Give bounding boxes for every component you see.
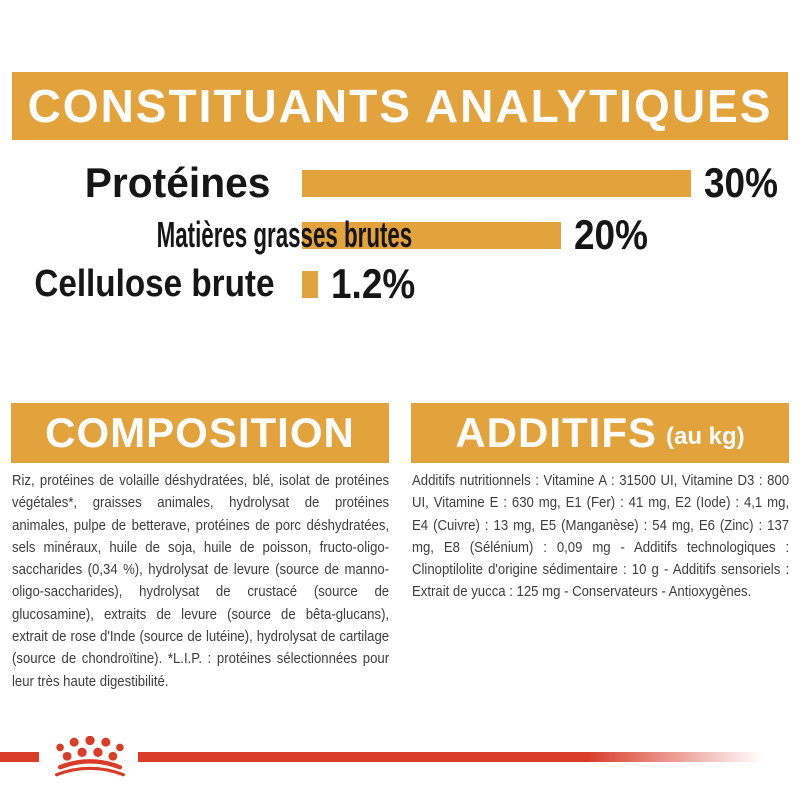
nutrition-bar-chart: Protéines 30% Matières grasses brutes 20… bbox=[0, 0, 800, 320]
composition-heading: COMPOSITION bbox=[45, 409, 355, 456]
chart-row: Cellulose brute 1.2% bbox=[0, 260, 800, 307]
footer-divider-right bbox=[138, 752, 763, 762]
chart-bar bbox=[302, 270, 318, 298]
composition-section: Riz, protéines de volaille déshydratées,… bbox=[12, 470, 389, 693]
royal-canin-crown-icon bbox=[54, 736, 126, 777]
chart-category-label: Cellulose brute bbox=[34, 262, 275, 305]
chart-row: Protéines 30% bbox=[0, 159, 800, 206]
footer-divider-left bbox=[0, 752, 39, 762]
chart-bar bbox=[302, 169, 691, 197]
chart-row: Matières grasses brutes 20% bbox=[0, 211, 800, 258]
analytical-constituents-title: CONSTITUANTS ANALYTIQUES bbox=[27, 80, 773, 132]
additifs-banner: ADDITIFS (au kg) bbox=[411, 403, 789, 463]
chart-category-label: Protéines bbox=[84, 159, 270, 206]
additifs-heading: ADDITIFS bbox=[455, 409, 657, 456]
composition-text: Riz, protéines de volaille déshydratées,… bbox=[12, 472, 390, 690]
analytical-constituents-banner: CONSTITUANTS ANALYTIQUES bbox=[12, 72, 788, 140]
chart-value-label: 20% bbox=[574, 211, 649, 258]
additifs-text: Additifs nutritionnels : Vitamine A : 31… bbox=[412, 472, 790, 601]
chart-value-label: 30% bbox=[704, 159, 778, 206]
chart-value-label: 1.2% bbox=[330, 260, 415, 307]
chart-bar bbox=[302, 221, 562, 249]
composition-banner: COMPOSITION bbox=[11, 403, 389, 463]
additifs-heading-unit: (au kg) bbox=[665, 423, 745, 450]
additifs-section: Additifs nutritionnels : Vitamine A : 31… bbox=[412, 470, 789, 604]
chart-category-label: Matières grasses brutes bbox=[156, 214, 413, 255]
